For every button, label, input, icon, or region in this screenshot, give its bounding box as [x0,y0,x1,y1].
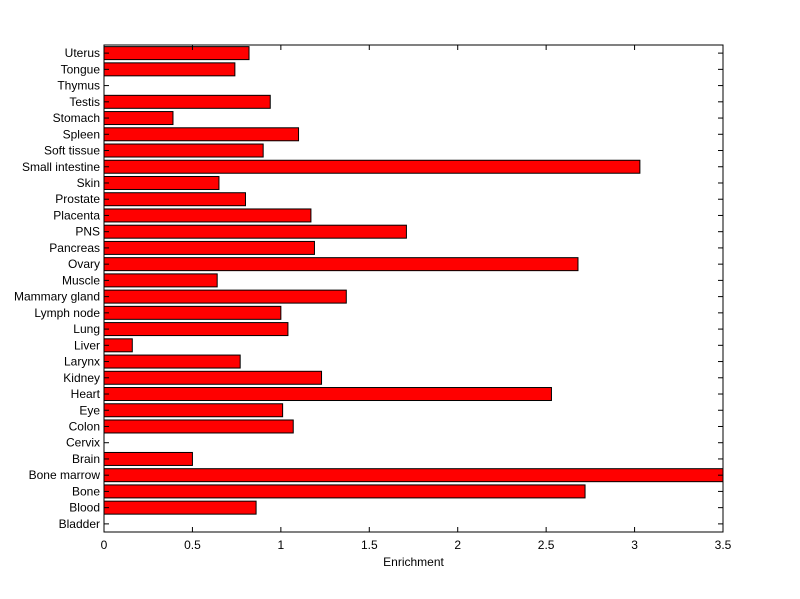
y-tick-label-mammary-gland: Mammary gland [14,290,100,304]
y-tick-label-prostate: Prostate [55,192,100,206]
y-tick-label-kidney: Kidney [63,371,100,385]
y-tick-label-larynx: Larynx [64,355,100,369]
y-tick-label-skin: Skin [77,176,100,190]
y-tick-label-thymus: Thymus [57,79,100,93]
bar-testis [103,94,271,109]
bar-larynx [103,354,241,369]
y-tick-label-eye: Eye [79,403,100,417]
y-tick-label-small-intestine: Small intestine [22,160,100,174]
y-tick-label-blood: Blood [69,501,100,515]
y-tick-label-colon: Colon [69,419,100,433]
y-ticks-group: Bladder Blood Bone Bone marrow Brain Cervix Co… [14,46,723,531]
x-tick-label: 2.5 [538,538,555,552]
y-tick-label-pancreas: Pancreas [49,241,100,255]
bar-soft-tissue [103,143,264,158]
bar-lymph-node [103,305,282,320]
bar-uterus [103,46,250,61]
y-tick-label-spleen: Spleen [63,127,100,141]
y-tick-label-liver: Liver [74,338,100,352]
x-tick-label: 2 [454,538,461,552]
y-tick-label-lung: Lung [73,322,100,336]
bar-kidney [103,370,323,385]
y-tick-label-soft-tissue: Soft tissue [44,144,100,158]
bar-heart [103,387,552,402]
y-tick-label-lymph-node: Lymph node [34,306,100,320]
bar-ovary [103,257,579,272]
bar-spleen [103,127,300,142]
y-tick-label-pns: PNS [75,225,100,239]
x-tick-label: 3 [631,538,638,552]
x-tick-label: 3.5 [715,538,732,552]
bar-stomach [103,111,174,126]
x-tick-label: 0 [101,538,108,552]
plot-frame [103,44,724,533]
bar-lung [103,322,289,337]
y-tick-label-bone: Bone [72,484,100,498]
bar-colon [103,419,294,434]
bar-pancreas [103,240,315,255]
bar-mammary-gland [103,289,347,304]
bar-blood [103,500,257,515]
bar-tongue [103,62,236,77]
y-tick-label-bone-marrow: Bone marrow [29,468,101,482]
y-tick-label-cervix: Cervix [66,436,100,450]
x-axis-label: Enrichment [383,555,444,569]
y-tick-label-muscle: Muscle [62,273,100,287]
y-tick-label-bladder: Bladder [59,517,100,531]
y-tick-label-heart: Heart [71,387,101,401]
bar-small-intestine [103,159,641,174]
bar-bone-marrow [103,468,724,483]
x-tick-label: 1.5 [361,538,378,552]
x-tick-label: 0.5 [184,538,201,552]
x-tick-label: 1 [278,538,285,552]
bar-bone [103,484,586,499]
bar-brain [103,451,193,466]
y-tick-label-tongue: Tongue [61,62,101,76]
bar-eye [103,403,284,418]
y-tick-label-brain: Brain [72,452,100,466]
y-tick-label-uterus: Uterus [65,46,100,60]
bar-muscle [103,273,218,288]
y-tick-label-stomach: Stomach [53,111,100,125]
y-tick-label-ovary: Ovary [68,257,100,271]
bar-pns [103,224,407,239]
x-ticks-group: 0 0.5 1 1.5 2 2.5 3 3.5 [101,45,732,552]
y-tick-label-testis: Testis [69,95,100,109]
y-tick-label-placenta: Placenta [53,208,100,222]
bar-skin [103,175,220,190]
bar-prostate [103,192,246,207]
bar-placenta [103,208,312,223]
